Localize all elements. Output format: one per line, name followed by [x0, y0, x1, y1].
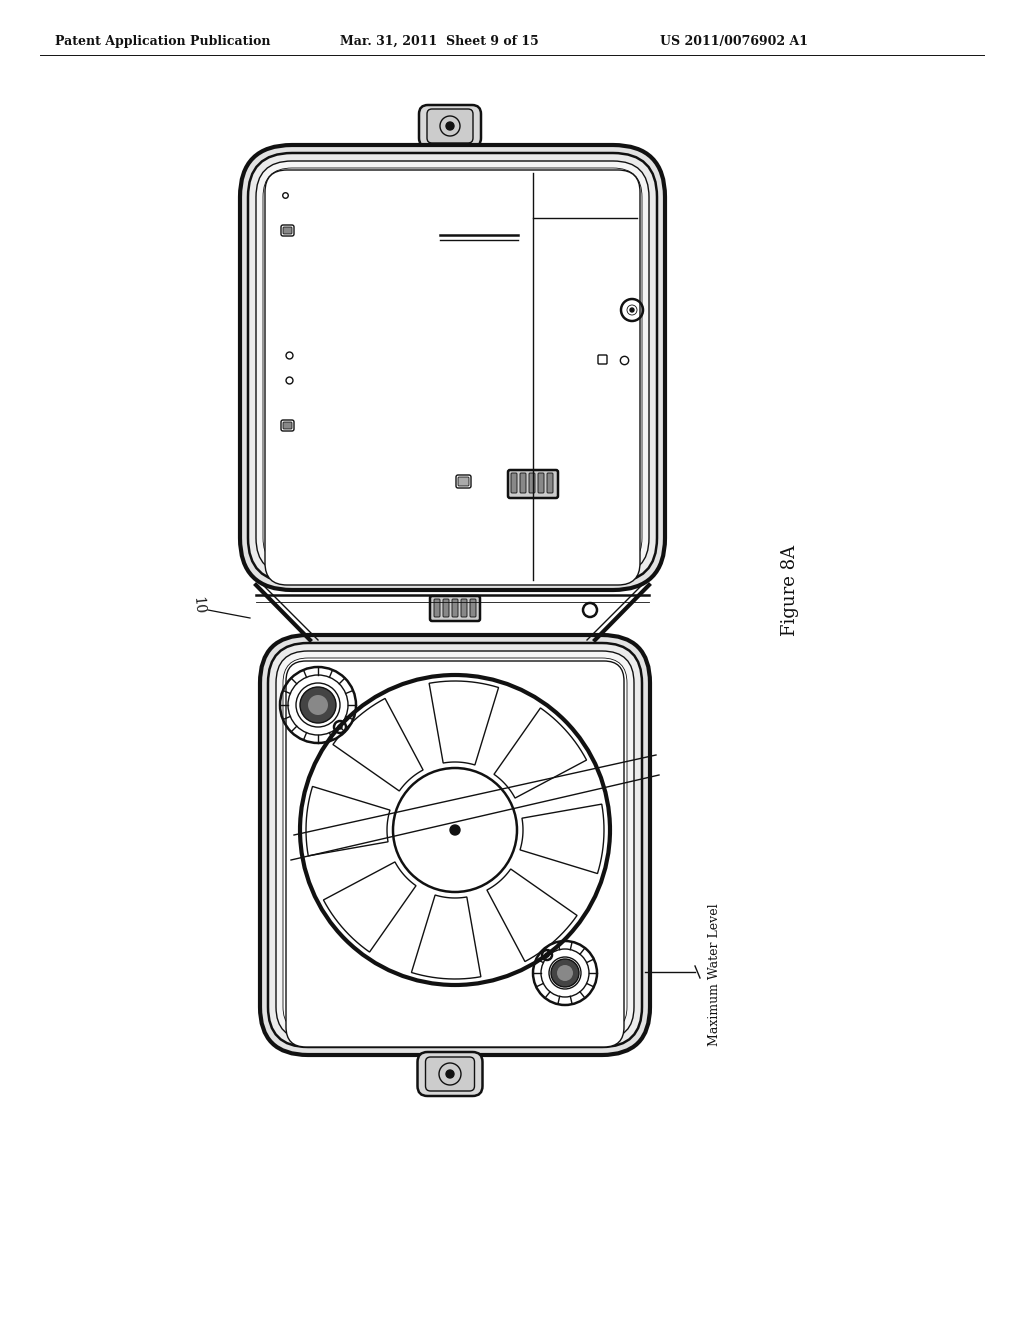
FancyBboxPatch shape — [268, 643, 642, 1047]
FancyBboxPatch shape — [426, 1057, 474, 1092]
FancyBboxPatch shape — [470, 599, 476, 616]
FancyBboxPatch shape — [511, 473, 517, 492]
FancyBboxPatch shape — [265, 170, 640, 585]
FancyBboxPatch shape — [452, 599, 458, 616]
Polygon shape — [520, 804, 604, 874]
FancyBboxPatch shape — [263, 168, 642, 568]
Circle shape — [630, 308, 634, 312]
FancyBboxPatch shape — [283, 657, 627, 1032]
FancyBboxPatch shape — [508, 470, 558, 498]
Text: 10: 10 — [190, 595, 206, 614]
Text: Mar. 31, 2011  Sheet 9 of 15: Mar. 31, 2011 Sheet 9 of 15 — [340, 36, 539, 48]
Text: US 2011/0076902 A1: US 2011/0076902 A1 — [660, 36, 808, 48]
Circle shape — [300, 686, 336, 723]
Circle shape — [446, 1071, 454, 1078]
FancyBboxPatch shape — [240, 145, 665, 590]
Polygon shape — [306, 787, 390, 855]
Polygon shape — [429, 681, 499, 766]
Text: Patent Application Publication: Patent Application Publication — [55, 36, 270, 48]
FancyBboxPatch shape — [260, 635, 650, 1055]
FancyBboxPatch shape — [418, 1052, 482, 1096]
Text: Maximum Water Level: Maximum Water Level — [709, 904, 722, 1047]
FancyBboxPatch shape — [520, 473, 526, 492]
FancyBboxPatch shape — [434, 599, 440, 616]
FancyBboxPatch shape — [286, 661, 624, 1047]
FancyBboxPatch shape — [458, 477, 469, 486]
Circle shape — [551, 960, 579, 987]
FancyBboxPatch shape — [283, 227, 292, 234]
Circle shape — [450, 825, 460, 836]
FancyBboxPatch shape — [419, 106, 481, 147]
FancyBboxPatch shape — [529, 473, 535, 492]
FancyBboxPatch shape — [248, 153, 657, 582]
FancyBboxPatch shape — [547, 473, 553, 492]
Polygon shape — [324, 862, 416, 952]
FancyBboxPatch shape — [443, 599, 449, 616]
Circle shape — [338, 725, 342, 729]
Polygon shape — [487, 869, 578, 961]
FancyBboxPatch shape — [461, 599, 467, 616]
Polygon shape — [494, 708, 587, 799]
FancyBboxPatch shape — [427, 110, 473, 143]
Circle shape — [545, 953, 549, 957]
FancyBboxPatch shape — [283, 422, 292, 429]
Circle shape — [557, 965, 573, 981]
Circle shape — [446, 121, 454, 129]
Circle shape — [308, 696, 328, 715]
Text: Figure 8A: Figure 8A — [781, 544, 799, 635]
Polygon shape — [333, 698, 423, 791]
FancyBboxPatch shape — [430, 597, 480, 620]
FancyBboxPatch shape — [538, 473, 544, 492]
Polygon shape — [412, 895, 481, 979]
FancyBboxPatch shape — [276, 651, 634, 1039]
FancyBboxPatch shape — [256, 161, 649, 574]
